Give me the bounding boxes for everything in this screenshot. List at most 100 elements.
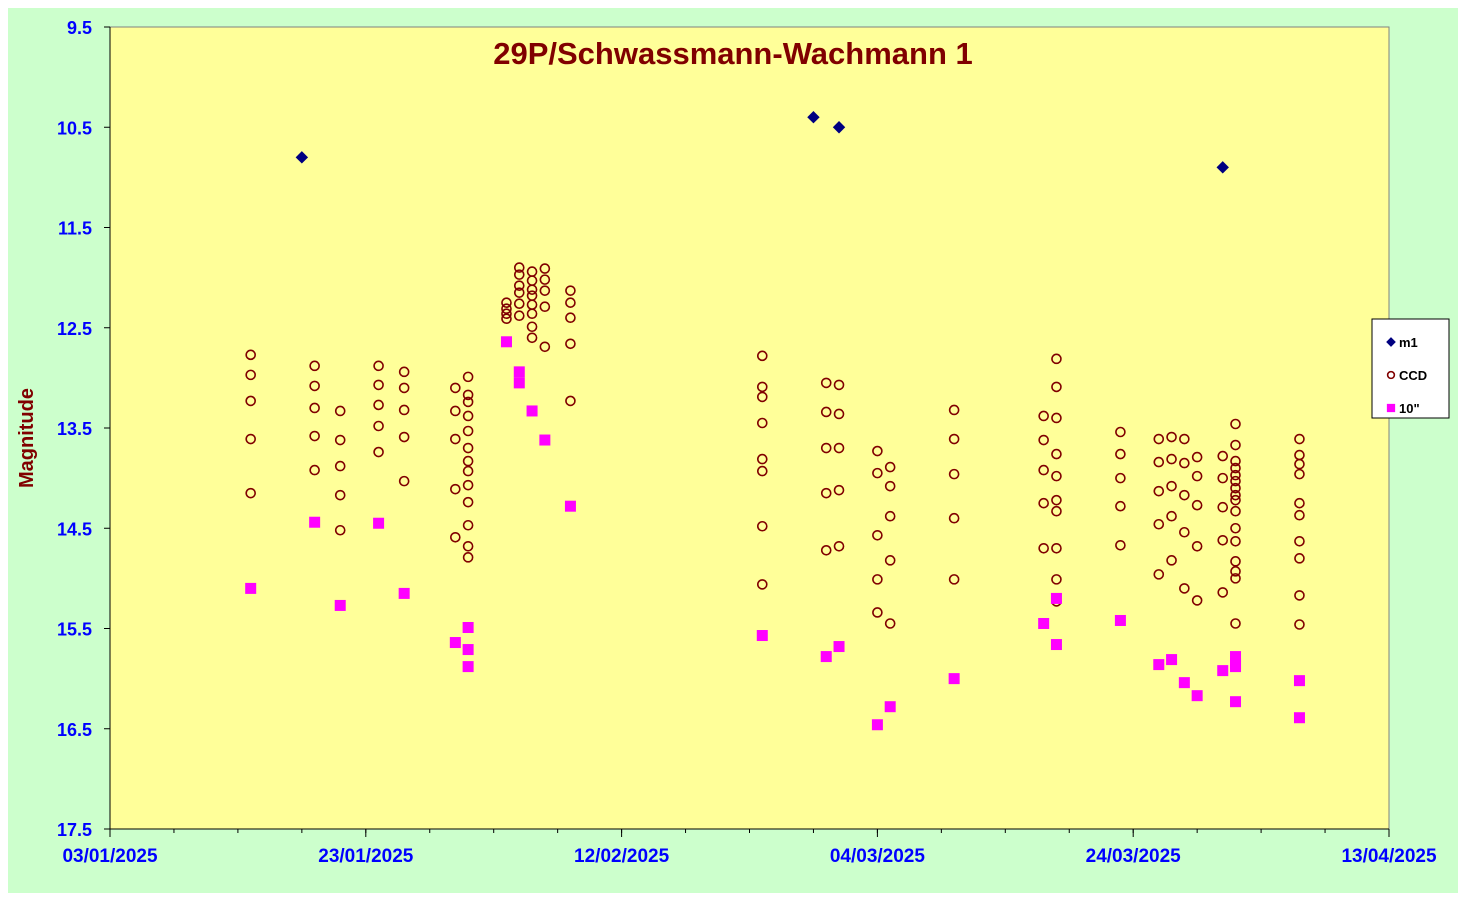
ccd-point bbox=[462, 552, 474, 563]
ccd-point bbox=[1294, 553, 1305, 564]
ccd-point bbox=[450, 433, 461, 445]
x-tick-label: 23/01/2025 bbox=[318, 846, 414, 867]
ccd-point bbox=[756, 465, 768, 477]
ccd-point bbox=[450, 483, 461, 495]
m1-point bbox=[1216, 161, 1229, 174]
data-marks bbox=[245, 111, 1305, 731]
y-tick-label: 11.5 bbox=[58, 219, 92, 239]
m1-point bbox=[295, 151, 309, 164]
ccd-point bbox=[1051, 412, 1062, 424]
ten-inch-point bbox=[500, 336, 512, 348]
chart-title: 29P/Schwassmann-Wachmann 1 bbox=[493, 36, 973, 71]
ccd-point bbox=[462, 396, 474, 408]
ccd-point bbox=[948, 512, 960, 524]
ten-inch-point bbox=[1153, 659, 1165, 671]
ccd-point bbox=[1051, 381, 1062, 393]
ten-inch-point bbox=[513, 366, 525, 378]
ccd-point bbox=[1115, 448, 1126, 460]
ccd-point bbox=[872, 467, 883, 479]
ten-inch-point bbox=[462, 621, 474, 633]
ccd-point bbox=[1217, 501, 1229, 513]
y-tick-label: 16.5 bbox=[57, 720, 92, 740]
ccd-point bbox=[1115, 500, 1126, 512]
ccd-point bbox=[1230, 439, 1241, 451]
ccd-point bbox=[398, 404, 410, 416]
ccd-point bbox=[1051, 353, 1062, 365]
ccd-point bbox=[513, 310, 525, 322]
ten-inch-point bbox=[526, 405, 538, 417]
ccd-point bbox=[373, 379, 384, 391]
chart-frame: 03/01/2025 23/01/2025 12/02/2025 04/03/2025… bbox=[8, 8, 1458, 893]
ccd-point bbox=[756, 391, 768, 403]
ccd-point bbox=[872, 445, 883, 457]
ccd-point bbox=[1115, 472, 1126, 484]
ccd-point bbox=[334, 434, 346, 446]
ccd-point bbox=[309, 380, 320, 392]
ccd-point bbox=[501, 313, 512, 325]
legend-entry-m1-marker bbox=[1386, 337, 1396, 347]
ccd-point bbox=[884, 480, 896, 492]
ten-inch-point bbox=[334, 599, 346, 611]
ccd-point bbox=[245, 487, 256, 499]
y-tick-label: 10.5 bbox=[57, 118, 92, 138]
ccd-point bbox=[1230, 455, 1241, 467]
ccd-point bbox=[1166, 453, 1177, 465]
ten-inch-point bbox=[884, 701, 896, 713]
ccd-point bbox=[450, 531, 461, 543]
ccd-point bbox=[948, 574, 960, 585]
ccd-point bbox=[756, 350, 768, 362]
y-tick-label: 15.5 bbox=[57, 620, 92, 640]
ten-inch-point bbox=[820, 651, 832, 663]
ccd-point bbox=[1294, 535, 1305, 547]
ten-inch-point bbox=[1050, 592, 1062, 604]
ten-inch-point bbox=[833, 641, 845, 653]
ccd-point bbox=[334, 524, 346, 536]
ccd-point bbox=[1230, 489, 1241, 501]
x-tick-label: 03/01/2025 bbox=[62, 846, 158, 867]
ccd-point bbox=[1166, 510, 1177, 522]
ccd-point bbox=[1191, 470, 1203, 482]
ccd-point bbox=[948, 468, 960, 480]
ccd-point bbox=[1230, 418, 1241, 430]
y-tick-label: 17.5 bbox=[57, 820, 92, 840]
ccd-point bbox=[833, 484, 845, 496]
ccd-point bbox=[1230, 494, 1241, 506]
ccd-point bbox=[565, 395, 576, 407]
ccd-point bbox=[539, 341, 551, 353]
ccd-point bbox=[245, 433, 256, 445]
ccd-point bbox=[1230, 573, 1241, 584]
ccd-point bbox=[1153, 456, 1165, 468]
ccd-point bbox=[245, 349, 256, 361]
ccd-point bbox=[462, 496, 474, 508]
ten-inch-point bbox=[1114, 614, 1126, 626]
plot-area bbox=[109, 26, 1390, 830]
ccd-point bbox=[373, 399, 384, 411]
ccd-point bbox=[1051, 470, 1062, 482]
ccd-point bbox=[1179, 583, 1190, 594]
ten-inch-point bbox=[1230, 661, 1242, 673]
ccd-point bbox=[833, 540, 845, 552]
ccd-point bbox=[245, 395, 256, 407]
ccd-point bbox=[756, 381, 768, 393]
ccd-point bbox=[1294, 497, 1305, 509]
y-tick-label: 13.5 bbox=[57, 419, 92, 439]
ccd-point bbox=[1115, 539, 1126, 551]
legend-entry-ccd-marker bbox=[1386, 370, 1396, 380]
ccd-point bbox=[1217, 450, 1229, 462]
ten-inch-point bbox=[871, 719, 883, 731]
ccd-point bbox=[756, 453, 768, 465]
y-tick-label: 12.5 bbox=[57, 319, 92, 339]
legend: m1 CCD 10" bbox=[1371, 318, 1450, 419]
legend-box bbox=[1371, 318, 1450, 419]
ccd-point bbox=[1038, 410, 1049, 422]
ccd-point bbox=[1294, 433, 1305, 445]
ccd-point bbox=[1051, 574, 1062, 585]
x-tick-label: 13/04/2025 bbox=[1341, 846, 1437, 867]
ccd-point bbox=[833, 379, 845, 391]
ten-inch-point bbox=[1166, 654, 1178, 666]
ten-inch-point bbox=[1293, 712, 1305, 724]
ccd-point bbox=[526, 321, 538, 333]
ten-inch-point bbox=[1293, 675, 1305, 687]
ccd-point bbox=[513, 280, 525, 291]
ccd-point bbox=[539, 285, 551, 296]
